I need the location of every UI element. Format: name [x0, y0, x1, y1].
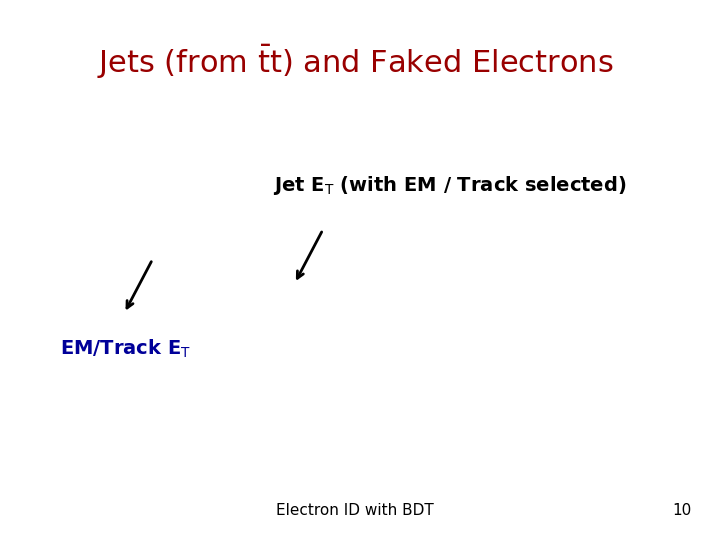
Text: 10: 10 — [672, 503, 692, 518]
Text: Electron ID with BDT: Electron ID with BDT — [276, 503, 433, 518]
Text: Jet E$_\mathrm{T}$ (with EM / Track selected): Jet E$_\mathrm{T}$ (with EM / Track sele… — [274, 174, 626, 197]
Text: EM/Track E$_\mathrm{T}$: EM/Track E$_\mathrm{T}$ — [60, 338, 192, 360]
Text: Jets (from $\mathregular{\bar{t}t}$) and Faked Electrons: Jets (from $\mathregular{\bar{t}t}$) and… — [96, 43, 613, 82]
